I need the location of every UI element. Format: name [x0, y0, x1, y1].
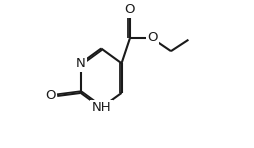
Text: N: N: [76, 57, 86, 70]
Text: NH: NH: [91, 101, 111, 114]
Text: O: O: [125, 3, 135, 16]
Text: O: O: [147, 31, 158, 44]
Text: O: O: [45, 89, 55, 102]
